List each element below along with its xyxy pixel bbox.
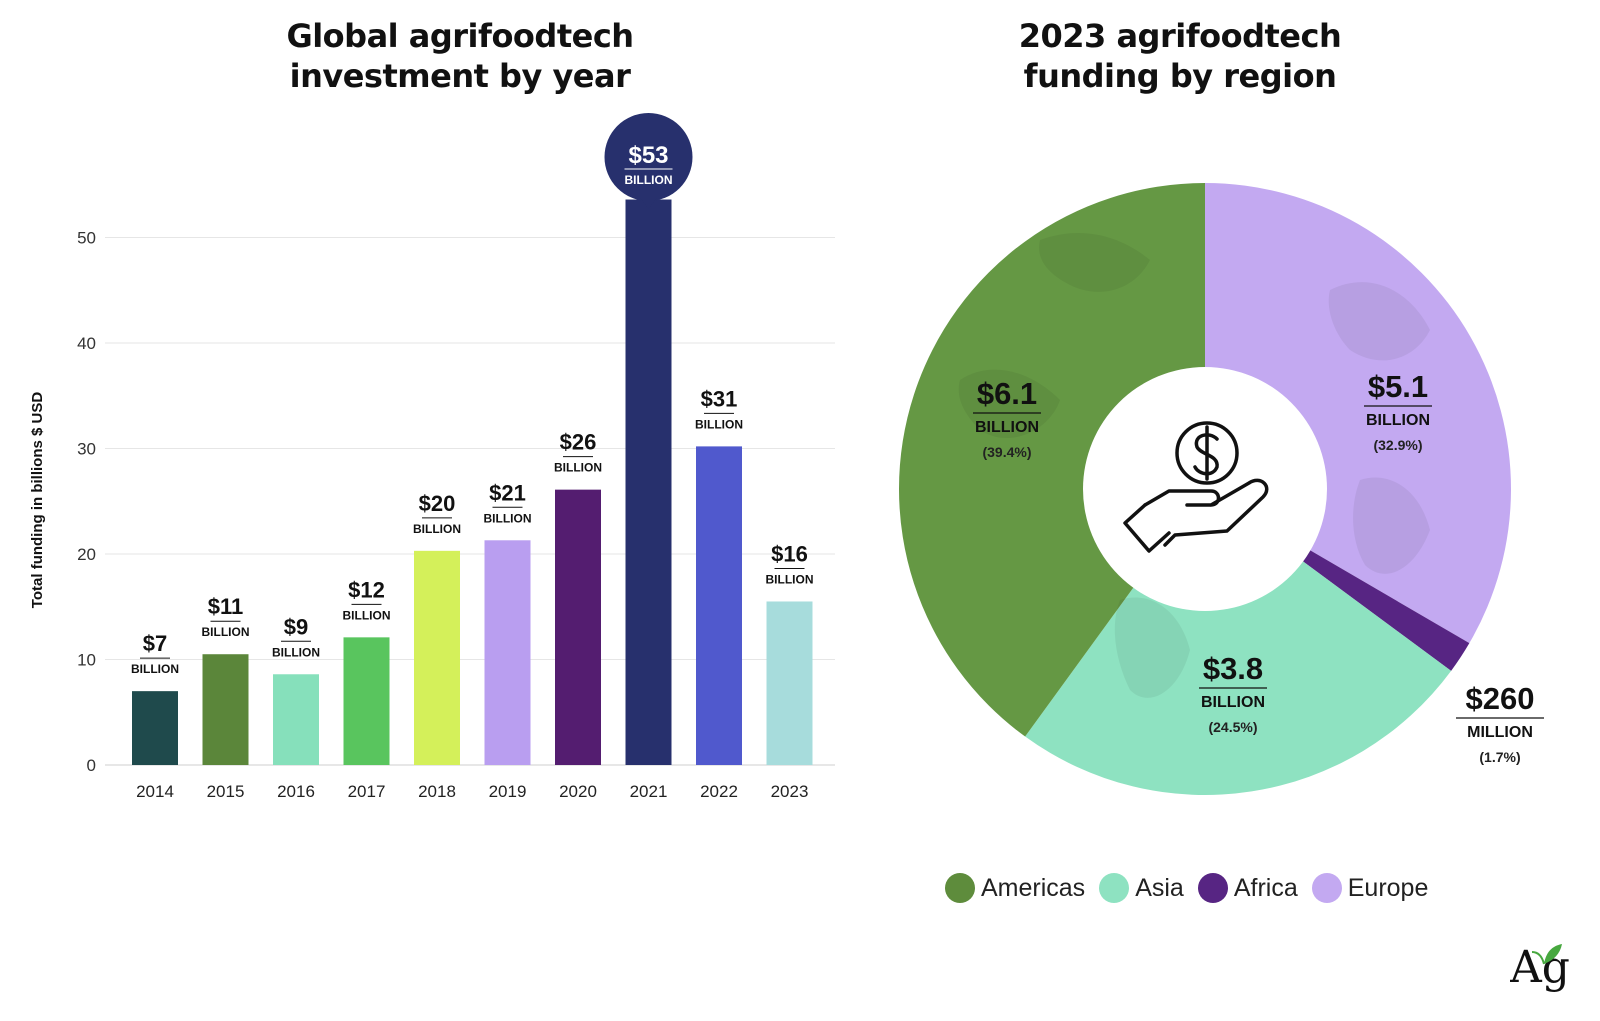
slice-amount-africa: $260 xyxy=(1466,681,1535,716)
bar-unit-label: BILLION xyxy=(202,625,250,639)
bar-value-label: $7 xyxy=(143,631,167,656)
x-tick-label: 2019 xyxy=(489,782,527,801)
donut-hole xyxy=(1083,367,1327,611)
x-tick-label: 2022 xyxy=(700,782,738,801)
donut-chart: $5.1 BILLION (32.9%) $260 MILLION (1.7%) $3.8 B… xyxy=(898,182,1544,796)
bar-value-label: $11 xyxy=(208,594,244,619)
pie-chart-title: 2023 agrifoodtech funding by region xyxy=(930,16,1430,96)
bar-chart-title: Global agrifoodtech investment by year xyxy=(215,16,705,96)
bar-value-label: $53 xyxy=(628,142,668,169)
map-texture xyxy=(1328,282,1430,361)
pie-slice-americas xyxy=(898,182,1205,737)
bar-unit-label: BILLION xyxy=(695,417,743,431)
pie-chart-title-line-2: funding by region xyxy=(1023,57,1337,95)
bar-unit-label: BILLION xyxy=(766,572,814,586)
legend-label-asia: Asia xyxy=(1135,873,1184,902)
map-texture xyxy=(1039,232,1150,292)
x-tick-label: 2014 xyxy=(136,782,174,801)
x-tick-label: 2017 xyxy=(348,782,386,801)
y-tick-label: 0 xyxy=(87,756,96,775)
map-texture xyxy=(1353,477,1430,574)
sprout-icon: Ag xyxy=(1510,942,1570,993)
slice-unit-africa: MILLION xyxy=(1467,724,1533,741)
legend-label-africa: Africa xyxy=(1233,873,1298,902)
bar-2016 xyxy=(273,674,319,765)
pie-chart-title-line-1: 2023 agrifoodtech xyxy=(1018,17,1342,55)
y-axis-label: Total funding in billions $ USD xyxy=(29,392,46,609)
highlight-bubble xyxy=(604,113,693,201)
y-tick-label: 30 xyxy=(77,440,96,459)
bar-value-label: $26 xyxy=(560,430,597,455)
slice-percent-americas: (39.4%) xyxy=(982,444,1031,460)
legend-label-americas: Americas xyxy=(981,873,1086,902)
map-texture xyxy=(958,369,1060,439)
map-texture xyxy=(1114,597,1190,698)
bar-unit-label: BILLION xyxy=(554,461,602,475)
bar-value-label: $12 xyxy=(348,577,385,602)
x-tick-label: 2015 xyxy=(207,782,245,801)
legend-swatch-europe xyxy=(1311,873,1342,903)
slice-unit-europe: BILLION xyxy=(1366,412,1430,429)
bar-unit-label: BILLION xyxy=(272,645,320,659)
legend-swatch-africa xyxy=(1197,873,1228,903)
legend-item-americas: Americas xyxy=(945,873,1085,903)
bar-unit-label: BILLION xyxy=(484,511,532,525)
legend-item-asia: Asia xyxy=(1099,873,1184,903)
highlight-bubble-pointer xyxy=(640,198,657,209)
bar-2018 xyxy=(414,550,460,765)
bar-2020 xyxy=(555,489,601,765)
pie-slice-asia xyxy=(1025,489,1452,796)
y-tick-label: 40 xyxy=(77,334,96,353)
x-tick-label: 2023 xyxy=(771,782,809,801)
bar-chart: 0 10 20 30 40 50 Total funding in billions $ U… xyxy=(29,113,835,801)
bar-value-label: $20 xyxy=(419,491,456,516)
pie-legend: Americas Asia Africa Europe xyxy=(945,873,1428,903)
bar-2015 xyxy=(202,654,249,765)
bar-2023 xyxy=(766,601,813,765)
bar-value-label: $31 xyxy=(701,386,738,411)
bar-2019 xyxy=(484,540,531,765)
bar-value-label: $9 xyxy=(284,614,308,639)
bar-value-label: $16 xyxy=(771,541,808,566)
bar-2017 xyxy=(343,637,390,765)
bar-2014 xyxy=(132,691,178,765)
bar-chart-title-line-1: Global agrifoodtech xyxy=(286,17,634,55)
slice-amount-americas: $6.1 xyxy=(977,376,1037,411)
bar-value-label: $21 xyxy=(489,480,526,505)
bar-2021 xyxy=(625,199,672,765)
x-tick-label: 2016 xyxy=(277,782,315,801)
legend-label-europe: Europe xyxy=(1347,873,1429,902)
hand-holding-dollar-icon xyxy=(1123,421,1269,553)
bar-2022 xyxy=(696,446,742,765)
x-tick-label: 2020 xyxy=(559,782,597,801)
legend-swatch-americas xyxy=(945,873,975,903)
slice-amount-asia: $3.8 xyxy=(1203,651,1263,686)
slice-unit-asia: BILLION xyxy=(1201,694,1265,711)
slice-amount-europe: $5.1 xyxy=(1368,369,1428,404)
x-tick-label: 2018 xyxy=(418,782,456,801)
y-tick-label: 20 xyxy=(77,545,96,564)
y-tick-label: 50 xyxy=(77,229,96,248)
bar-unit-label: BILLION xyxy=(131,662,179,676)
bar-unit-label: BILLION xyxy=(343,608,391,622)
slice-unit-americas: BILLION xyxy=(975,419,1039,436)
legend-item-africa: Africa xyxy=(1197,873,1298,903)
slice-percent-africa: (1.7%) xyxy=(1479,749,1520,765)
slice-percent-europe: (32.9%) xyxy=(1373,437,1422,453)
slice-percent-asia: (24.5%) xyxy=(1208,719,1257,735)
y-tick-label: 10 xyxy=(77,651,96,670)
legend-item-europe: Europe xyxy=(1311,873,1429,903)
x-tick-label: 2021 xyxy=(630,782,668,801)
logo-text: Ag xyxy=(1510,942,1570,993)
legend-swatch-asia xyxy=(1099,873,1130,903)
bar-chart-title-line-2: investment by year xyxy=(289,57,631,95)
bar-unit-label: BILLION xyxy=(625,173,673,187)
bar-unit-label: BILLION xyxy=(413,522,461,536)
